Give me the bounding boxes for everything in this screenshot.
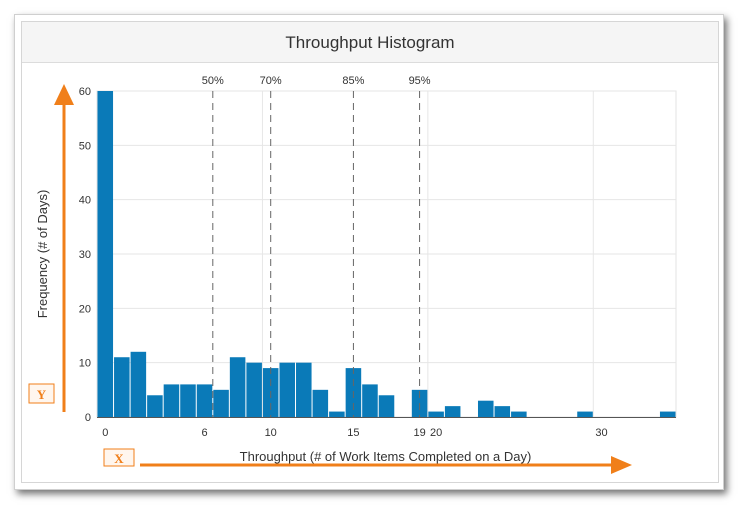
x-tick-label: 19	[413, 427, 425, 439]
y-tick-label: 50	[79, 140, 91, 152]
histogram-bar	[511, 411, 527, 417]
histogram-bar	[577, 411, 593, 417]
y-axis-title: Frequency (# of Days)	[35, 190, 50, 319]
x-tag-box	[103, 448, 135, 467]
x-axis-title: Throughput (# of Work Items Completed on…	[240, 449, 532, 464]
x-tick-label: 20	[430, 427, 442, 439]
histogram-bar	[147, 395, 163, 417]
x-tick-label: 6	[201, 427, 207, 439]
histogram-bar	[163, 384, 180, 417]
y-tag-label: Y	[37, 387, 47, 402]
histogram-bar	[279, 362, 296, 417]
percentile-markers: 50% 70% 85% 95%	[202, 75, 431, 417]
y-tick-label: 20	[79, 303, 91, 315]
histogram-bar	[114, 357, 130, 417]
histogram-bar	[428, 411, 444, 417]
histogram-bar	[130, 351, 147, 417]
histogram-bar	[378, 395, 395, 417]
x-tick-label: 30	[595, 427, 607, 439]
histogram-bar	[296, 362, 312, 417]
grid-layer	[96, 90, 677, 418]
histogram-bar	[180, 384, 196, 417]
histogram-bar	[312, 389, 329, 417]
percentile-label: 70%	[260, 75, 282, 87]
y-tag-box	[28, 383, 55, 404]
y-arrow-head	[54, 84, 74, 105]
y-tick-label: 10	[79, 358, 91, 370]
y-tick-label: 60	[79, 86, 91, 98]
annotations: YX	[28, 84, 632, 474]
y-tick-label: 0	[85, 412, 91, 424]
histogram-bar	[494, 406, 511, 417]
histogram-bar	[659, 411, 676, 417]
histogram-bar	[229, 357, 246, 417]
y-tick-label: 40	[79, 195, 91, 207]
chart-title: Throughput Histogram	[22, 22, 718, 63]
axes: 0 10 20 30 40 50 60 0 6 10 15 19 20 30 Throughput (# o…	[35, 86, 676, 464]
x-arrow-head	[611, 456, 632, 474]
x-tag-label: X	[114, 451, 124, 466]
histogram-bar	[444, 406, 461, 417]
percentile-label: 85%	[342, 75, 364, 87]
histogram-bar	[362, 384, 378, 417]
histogram-bar	[213, 389, 229, 417]
percentile-label: 95%	[409, 75, 431, 87]
histogram-bar	[477, 400, 494, 417]
histogram-bar	[246, 362, 262, 417]
y-tick-label: 30	[79, 249, 91, 261]
x-tick-label: 0	[102, 427, 108, 439]
x-tick-label: 15	[347, 427, 359, 439]
percentile-label: 50%	[202, 75, 224, 87]
histogram-bar	[329, 411, 345, 417]
histogram-bar	[196, 384, 213, 417]
histogram-bar	[97, 91, 114, 417]
bars	[97, 91, 676, 417]
x-tick-label: 10	[265, 427, 277, 439]
